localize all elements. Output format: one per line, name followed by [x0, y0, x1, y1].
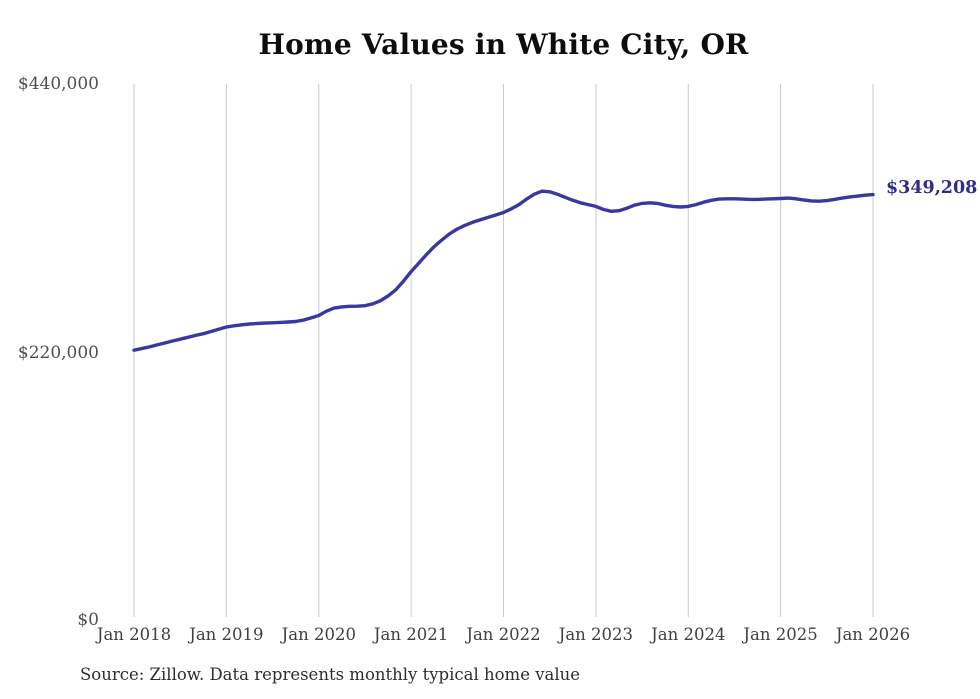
chart-title: Home Values in White City, OR [258, 28, 749, 61]
x-tick-label: Jan 2025 [743, 625, 818, 644]
x-tick-label: Jan 2023 [558, 625, 634, 644]
x-tick-label: Jan 2024 [651, 625, 726, 644]
x-tick-label: Jan 2020 [281, 625, 356, 644]
home-value-line [132, 189, 875, 352]
x-tick-label: Jan 2021 [373, 625, 449, 644]
x-tick-label: Jan 2018 [96, 625, 172, 644]
x-tick-label: Jan 2022 [466, 625, 541, 644]
y-tick-label-0: $0 [77, 610, 99, 630]
y-tick-label-440000: $440,000 [17, 74, 99, 94]
source-note: Source: Zillow. Data represents monthly … [80, 665, 581, 684]
x-tick-label: Jan 2026 [835, 625, 911, 644]
y-tick-label-220000: $220,000 [17, 343, 99, 363]
final-value-label: $349,208 [886, 178, 978, 198]
x-tick-label: Jan 2019 [189, 625, 264, 644]
